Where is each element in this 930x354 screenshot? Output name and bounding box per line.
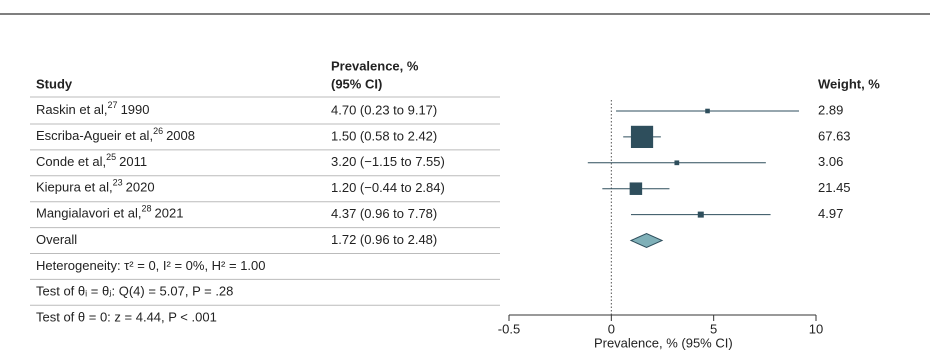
x-axis-title: Prevalence, % (95% CI) xyxy=(594,335,733,350)
study-year: 2021 xyxy=(155,206,184,221)
study-label: Kiepura et al,23 2020 xyxy=(36,178,155,195)
weight-label: 21.45 xyxy=(818,180,851,195)
study-header: Study xyxy=(36,76,73,91)
x-tick-label: 5 xyxy=(710,321,717,336)
weight-square xyxy=(630,125,654,149)
weight-square xyxy=(674,160,680,166)
study-ref: 28 xyxy=(142,204,152,214)
ci-label: 1.20 (−0.44 to 2.84) xyxy=(331,180,445,195)
study-label: Escriba-Agueir et al,26 2008 xyxy=(36,126,195,143)
ci-label: 1.72 (0.96 to 2.48) xyxy=(331,232,437,247)
x-tick-label: -0.5 xyxy=(498,321,520,336)
overall-diamond xyxy=(629,232,664,249)
study-name: Mangialavori et al, xyxy=(36,206,142,221)
study-ref: 23 xyxy=(113,178,123,188)
ci-label: 3.20 (−1.15 to 7.55) xyxy=(331,154,445,169)
ci-label: 4.37 (0.96 to 7.78) xyxy=(331,206,437,221)
stat-note: Test of θ = 0: z = 4.44, P < .001 xyxy=(36,310,217,325)
ci-label: 4.70 (0.23 to 9.17) xyxy=(331,102,437,117)
study-name: Raskin et al, xyxy=(36,102,108,117)
study-year: 2008 xyxy=(166,128,195,143)
stat-note: Heterogeneity: τ² = 0, I² = 0%, H² = 1.0… xyxy=(36,258,266,273)
weight-header: Weight, % xyxy=(818,76,880,91)
study-name: Conde et al, xyxy=(36,154,106,169)
weight-square xyxy=(629,182,643,195)
study-ref: 27 xyxy=(108,100,118,110)
study-label: Conde et al,25 2011 xyxy=(36,152,147,169)
weight-square xyxy=(705,108,710,114)
study-label: Raskin et al,27 1990 xyxy=(36,100,149,117)
study-name: Kiepura et al, xyxy=(36,180,113,195)
ci-header: Prevalence, % xyxy=(331,58,419,73)
weight-label: 4.97 xyxy=(818,206,843,221)
weight-label: 2.89 xyxy=(818,102,843,117)
weight-label: 3.06 xyxy=(818,154,843,169)
weight-label: 67.63 xyxy=(818,128,851,143)
stat-note: Test of θᵢ = θⱼ: Q(4) = 5.07, P = .28 xyxy=(36,284,233,299)
study-label: Mangialavori et al,28 2021 xyxy=(36,204,183,221)
study-year: 2020 xyxy=(126,180,155,195)
ci-label: 1.50 (0.58 to 2.42) xyxy=(331,128,437,143)
ci-header: (95% CI) xyxy=(331,76,382,91)
study-year: 2011 xyxy=(119,154,147,169)
x-tick-label: 10 xyxy=(809,321,823,336)
x-tick-label: 0 xyxy=(608,321,615,336)
overall-label: Overall xyxy=(36,232,77,247)
study-ref: 25 xyxy=(106,152,116,162)
study-year: 1990 xyxy=(121,102,150,117)
weight-square xyxy=(697,211,704,218)
study-ref: 26 xyxy=(153,126,163,136)
study-name: Escriba-Agueir et al, xyxy=(36,128,153,143)
